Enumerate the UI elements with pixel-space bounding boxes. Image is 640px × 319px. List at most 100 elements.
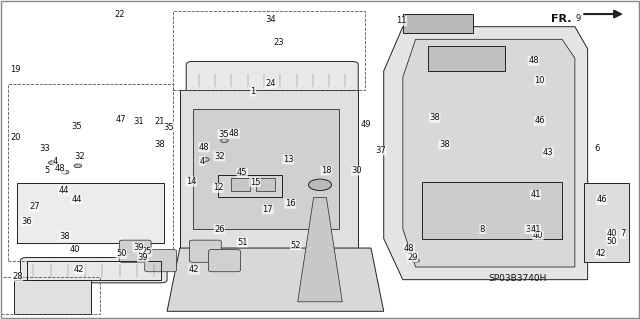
Text: 22: 22 (114, 10, 125, 19)
Text: 47: 47 (116, 115, 127, 123)
Text: SP03B3740H: SP03B3740H (489, 274, 547, 283)
Text: 50: 50 (116, 249, 127, 258)
Text: 40: 40 (532, 231, 543, 240)
Circle shape (221, 139, 228, 142)
Circle shape (61, 170, 69, 174)
Text: 15: 15 (250, 178, 260, 187)
Text: 19: 19 (10, 65, 20, 74)
Text: 46: 46 (534, 116, 545, 125)
Text: 44: 44 (71, 195, 82, 204)
Circle shape (308, 179, 332, 190)
Bar (1, 277, 100, 315)
Polygon shape (180, 90, 358, 248)
Text: 43: 43 (543, 148, 554, 157)
Text: 33: 33 (39, 144, 50, 153)
Text: 42: 42 (595, 249, 605, 258)
Bar (8, 84, 173, 261)
Text: 35: 35 (71, 122, 82, 131)
Polygon shape (403, 39, 575, 267)
Polygon shape (384, 27, 588, 280)
Text: 10: 10 (534, 76, 545, 85)
FancyBboxPatch shape (119, 240, 151, 262)
Text: 37: 37 (375, 146, 386, 155)
Polygon shape (167, 248, 384, 311)
Bar (428, 46, 505, 71)
Text: 42: 42 (74, 265, 84, 274)
Text: 48: 48 (54, 165, 65, 174)
Circle shape (405, 249, 413, 253)
FancyBboxPatch shape (20, 257, 167, 283)
Text: 23: 23 (273, 38, 284, 47)
Circle shape (202, 158, 209, 161)
Circle shape (49, 161, 56, 165)
Text: 13: 13 (283, 155, 294, 164)
Text: 24: 24 (265, 79, 276, 88)
Text: 45: 45 (237, 168, 248, 177)
Text: 9: 9 (575, 14, 580, 23)
Text: 29: 29 (407, 253, 418, 262)
Text: 32: 32 (214, 152, 225, 161)
Text: 38: 38 (154, 140, 164, 149)
FancyBboxPatch shape (17, 183, 164, 243)
Text: 11: 11 (396, 17, 407, 26)
Text: 28: 28 (12, 272, 22, 281)
Text: 52: 52 (291, 241, 301, 250)
Bar (403, 14, 473, 33)
Circle shape (74, 164, 82, 168)
Text: 30: 30 (351, 166, 362, 175)
Text: 32: 32 (74, 152, 84, 161)
Text: 35: 35 (163, 123, 173, 132)
Text: 7: 7 (620, 229, 625, 238)
FancyBboxPatch shape (189, 240, 221, 262)
Text: 39: 39 (133, 243, 144, 252)
Text: 25: 25 (141, 247, 152, 256)
Text: 27: 27 (29, 203, 40, 211)
Text: 31: 31 (133, 117, 144, 126)
Bar (193, 109, 339, 229)
Bar (231, 178, 250, 191)
Bar (173, 11, 365, 90)
Text: 35: 35 (218, 130, 228, 139)
Text: 38: 38 (429, 113, 440, 122)
Text: 8: 8 (480, 225, 485, 234)
Text: 48: 48 (528, 56, 539, 65)
Text: 48: 48 (228, 129, 239, 138)
Text: 17: 17 (262, 205, 273, 214)
FancyBboxPatch shape (145, 250, 177, 272)
Text: 46: 46 (596, 196, 607, 204)
Text: 26: 26 (214, 225, 225, 234)
Text: 48: 48 (404, 244, 415, 253)
Bar (422, 182, 562, 239)
Text: 41: 41 (530, 190, 541, 199)
Text: 48: 48 (198, 143, 209, 152)
Text: 51: 51 (237, 238, 248, 247)
Text: 12: 12 (212, 183, 223, 192)
Text: 6: 6 (595, 144, 600, 153)
Text: 38: 38 (439, 140, 450, 149)
Text: 36: 36 (22, 217, 32, 226)
Text: 16: 16 (285, 199, 296, 208)
Polygon shape (14, 280, 91, 315)
Bar (256, 178, 275, 191)
Text: 50: 50 (607, 237, 617, 246)
Circle shape (412, 259, 419, 263)
Text: 4: 4 (200, 157, 205, 166)
Polygon shape (298, 197, 342, 302)
Text: 4: 4 (53, 157, 58, 166)
Text: 1: 1 (250, 87, 256, 96)
Text: FR.: FR. (551, 14, 572, 24)
Text: 20: 20 (10, 133, 20, 142)
Text: 14: 14 (186, 177, 196, 186)
Text: 44: 44 (59, 186, 69, 195)
Bar (218, 175, 282, 197)
Text: 35: 35 (525, 225, 536, 234)
Text: 40: 40 (69, 245, 80, 254)
Text: 41: 41 (530, 225, 541, 234)
Text: 34: 34 (265, 15, 276, 24)
Text: 40: 40 (607, 229, 617, 238)
Text: 5: 5 (45, 166, 50, 175)
Text: 38: 38 (60, 232, 70, 241)
FancyBboxPatch shape (584, 183, 629, 262)
Text: 39: 39 (138, 253, 148, 262)
Text: 21: 21 (154, 117, 164, 126)
